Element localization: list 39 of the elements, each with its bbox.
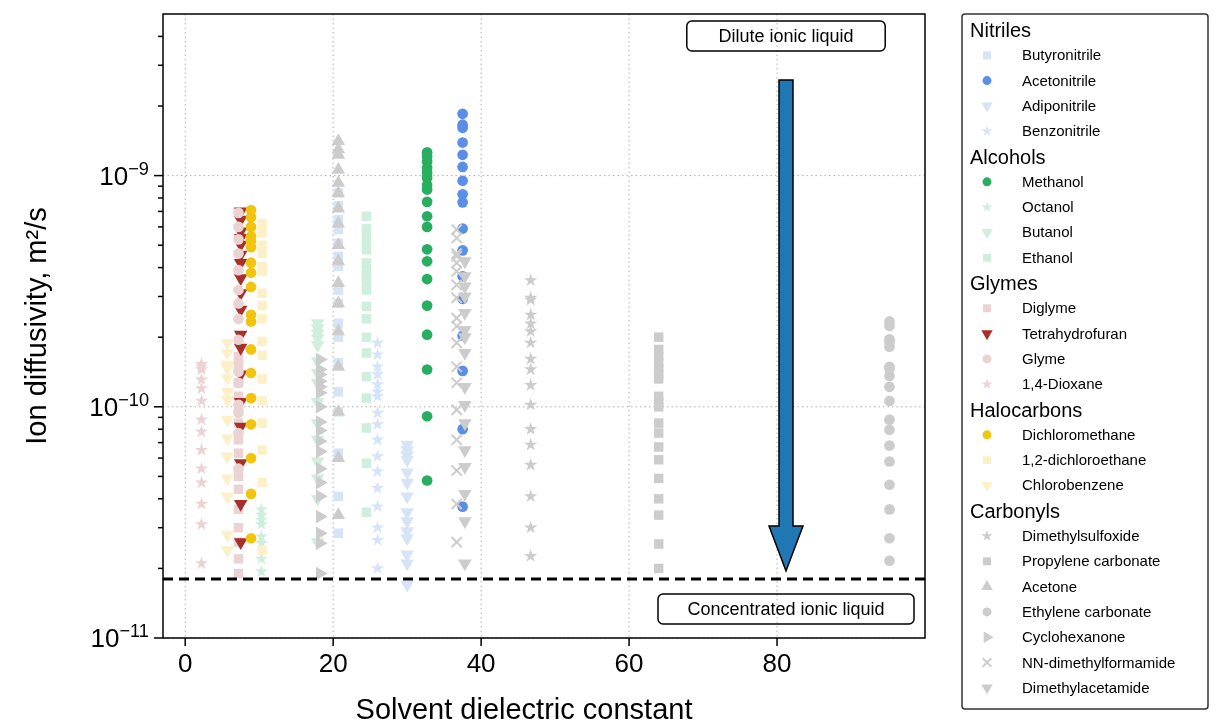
legend-label: Octanol (1022, 198, 1074, 216)
y-axis-title: Ion diffusivity, m²/s (20, 207, 52, 445)
legend-label: Butanol (1022, 223, 1073, 241)
legend-label: Acetonitrile (1022, 71, 1097, 89)
text: Carbonyls (970, 499, 1061, 522)
legend-label: Benzonitrile (1022, 122, 1101, 140)
x-axis-title: Solvent dielectric constant (355, 693, 693, 725)
legend-label: Dimethylacetamide (1022, 678, 1150, 696)
x-tick-label: 60 (614, 648, 644, 678)
y-tick-label: 10$^{−11}$ (90, 621, 149, 653)
legend-label: Cyclohexanone (1022, 628, 1126, 646)
legend-label: NN-dimethylformamide (1022, 653, 1176, 671)
legend-label: Chlorobenzene (1022, 476, 1124, 494)
y-tick-label: 10$^{−10}$ (89, 389, 149, 422)
text: Nitriles (970, 19, 1032, 41)
legend-label: Adiponitrile (1022, 96, 1097, 114)
legend-label: Acetone (1022, 577, 1078, 595)
legend-label: 1,2-dichloroethane (1022, 451, 1147, 469)
x-tick-label: 80 (762, 648, 792, 678)
text: Alcohols (970, 145, 1046, 168)
text: Halocarbons (970, 398, 1083, 421)
legend-label: Methanol (1022, 172, 1084, 190)
x-tick-label: 20 (318, 648, 348, 678)
legend-label: Diglyme (1022, 299, 1077, 317)
legend-label: Ethylene carbonate (1022, 602, 1152, 620)
annotation: Dilute ionic liquid (718, 26, 854, 46)
x-tick-label: 0 (177, 648, 193, 678)
legend-label: Ethanol (1022, 248, 1073, 266)
x-tick-label: 40 (466, 648, 496, 678)
legend-label: Propylene carbonate (1022, 552, 1161, 570)
legend-label: Butyronitrile (1022, 46, 1102, 64)
y-tick-label: 10$^{−9}$ (99, 158, 149, 191)
legend-label: Glyme (1022, 349, 1066, 367)
annotation: Concentrated ionic liquid (687, 599, 885, 619)
text: Glymes (970, 272, 1038, 294)
legend-label: Dimethylsulfoxide (1022, 527, 1140, 544)
legend-label: Dichloromethane (1022, 425, 1136, 443)
legend-label: Tetrahydrofuran (1022, 324, 1128, 342)
legend-label: 1,4-Dioxane (1022, 375, 1103, 393)
